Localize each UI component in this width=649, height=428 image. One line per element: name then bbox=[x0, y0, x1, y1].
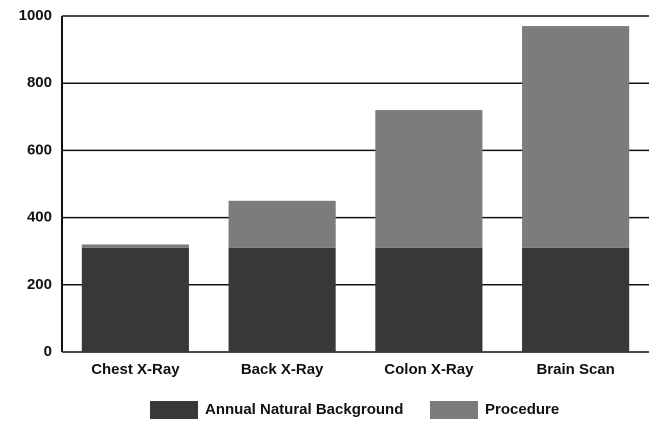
y-tick-label: 600 bbox=[27, 141, 52, 158]
x-tick-label: Chest X-Ray bbox=[91, 361, 180, 378]
legend-label: Procedure bbox=[485, 401, 559, 418]
bar-segment bbox=[522, 26, 630, 248]
y-tick-label: 800 bbox=[27, 74, 52, 91]
x-tick-label: Back X-Ray bbox=[241, 361, 324, 378]
bar-segment bbox=[81, 247, 189, 352]
legend-label: Annual Natural Background bbox=[205, 401, 403, 418]
y-tick-label: 1000 bbox=[19, 7, 52, 24]
legend-swatch bbox=[150, 401, 198, 419]
y-tick-label: 400 bbox=[27, 209, 52, 226]
bar-segment bbox=[228, 247, 336, 352]
bar-segment bbox=[228, 200, 336, 248]
bar-segment bbox=[522, 247, 630, 352]
bar-segment bbox=[375, 110, 483, 248]
x-tick-label: Colon X-Ray bbox=[384, 361, 474, 378]
bar-segment bbox=[375, 247, 483, 352]
bar-segment bbox=[81, 244, 189, 248]
y-tick-label: 200 bbox=[27, 276, 52, 293]
legend-swatch bbox=[430, 401, 478, 419]
x-tick-label: Brain Scan bbox=[536, 361, 614, 378]
y-tick-label: 0 bbox=[44, 343, 52, 360]
